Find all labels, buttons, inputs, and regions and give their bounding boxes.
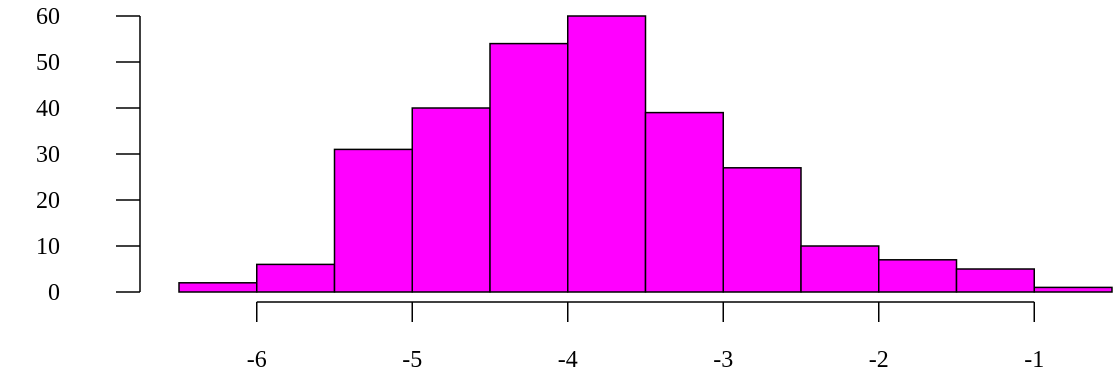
histogram-bar-3 <box>411 107 491 293</box>
y-tick-label-4: 40 <box>36 96 60 122</box>
histogram-bar-7 <box>722 167 802 293</box>
y-tick-label-0: 0 <box>48 280 60 306</box>
y-tick-label-3: 30 <box>36 142 60 168</box>
histogram-bar-10 <box>955 268 1035 293</box>
bars-group <box>178 15 1113 293</box>
histogram-bar-8 <box>800 245 880 293</box>
histogram-bar-11 <box>1033 286 1113 293</box>
x-tick-label-2: -4 <box>558 347 578 373</box>
x-tick-label-4: -2 <box>869 347 889 373</box>
histogram-bar-6 <box>644 111 724 293</box>
y-axis: 0 10 20 30 40 50 60 <box>36 4 141 306</box>
histogram-bar-5 <box>567 15 647 293</box>
x-tick-label-1: -5 <box>402 347 422 373</box>
x-axis: -6 -5 -4 -3 -2 -1 <box>247 301 1044 373</box>
histogram-bar-9 <box>878 259 958 293</box>
x-tick-label-3: -3 <box>713 347 733 373</box>
histogram-bar-4 <box>489 42 569 293</box>
y-tick-label-1: 10 <box>36 234 60 260</box>
y-tick-label-6: 60 <box>36 4 60 30</box>
histogram-bar-2 <box>333 148 413 293</box>
x-tick-label-0: -6 <box>247 347 267 373</box>
histogram-bar-0 <box>178 282 258 293</box>
y-tick-label-5: 50 <box>36 50 60 76</box>
histogram-bar-1 <box>256 263 336 293</box>
y-tick-label-2: 20 <box>36 188 60 214</box>
x-tick-label-5: -1 <box>1024 347 1044 373</box>
